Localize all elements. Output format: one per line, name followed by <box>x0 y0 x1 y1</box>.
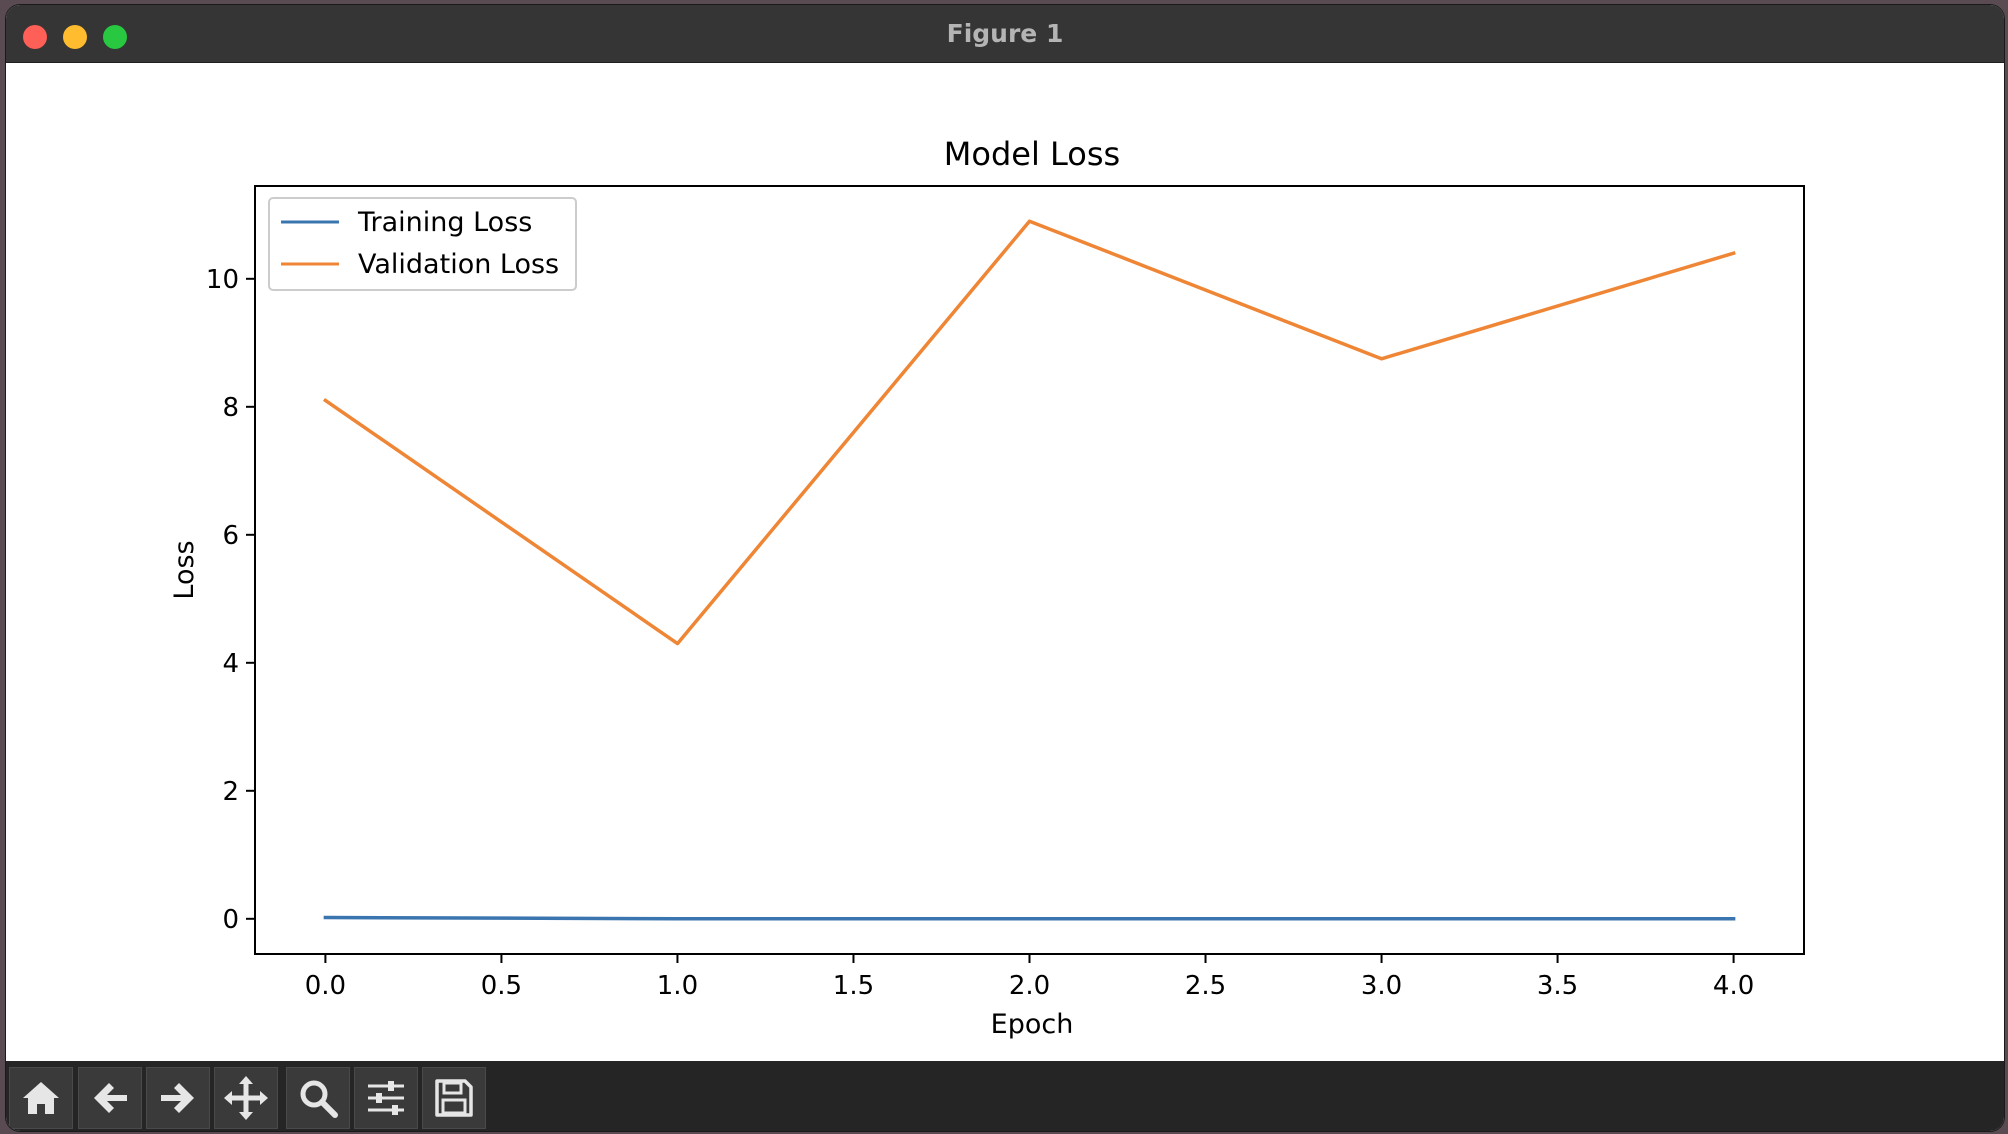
x-tick-label: 1.0 <box>657 971 698 1001</box>
loss-chart: Model Loss 0.0 0.5 1.0 1.5 2.0 2.5 3.0 3.5 4.0 0… <box>169 135 1805 1040</box>
legend: Training Loss Validation Loss <box>268 197 577 291</box>
x-tick-label: 2.5 <box>1185 971 1226 1001</box>
save-button[interactable] <box>422 1067 486 1129</box>
close-window-button[interactable] <box>23 25 47 49</box>
x-axis: 0.0 0.5 1.0 1.5 2.0 2.5 3.0 3.5 4.0 <box>305 954 1754 1001</box>
magnifier-icon <box>300 1080 338 1118</box>
series-lines <box>322 219 1736 921</box>
pan-button[interactable] <box>214 1067 278 1129</box>
x-tick-label: 0.5 <box>481 971 522 1001</box>
series-line-training-loss <box>323 915 1736 921</box>
maximize-window-button[interactable] <box>103 25 127 49</box>
y-tick-label: 10 <box>206 265 239 295</box>
y-tick-label: 2 <box>222 777 239 807</box>
x-tick-label: 2.0 <box>1009 971 1050 1001</box>
legend-label-validation-loss: Validation Loss <box>358 249 559 280</box>
home-icon <box>23 1082 59 1114</box>
home-button[interactable] <box>9 1067 73 1129</box>
y-axis-label: Loss <box>169 540 200 599</box>
configure-subplots-button[interactable] <box>354 1067 418 1129</box>
chart-title: Model Loss <box>944 135 1120 173</box>
navigation-toolbar <box>6 1061 2004 1131</box>
title-bar: Figure 1 <box>6 5 2004 63</box>
series-line-validation-loss <box>322 219 1736 646</box>
y-tick-label: 0 <box>222 905 239 935</box>
x-tick-label: 0.0 <box>305 971 346 1001</box>
legend-box <box>268 197 577 291</box>
arrow-right-icon <box>161 1083 194 1113</box>
forward-button[interactable] <box>146 1067 210 1129</box>
y-tick-label: 4 <box>222 649 239 679</box>
zoom-button[interactable] <box>286 1067 350 1129</box>
x-tick-label: 1.5 <box>833 971 874 1001</box>
x-tick-label: 4.0 <box>1713 971 1754 1001</box>
y-axis: 0 2 4 6 8 10 <box>206 265 255 935</box>
figure-canvas[interactable]: Model Loss 0.0 0.5 1.0 1.5 2.0 2.5 3.0 3.5 4.0 0… <box>6 63 2004 1061</box>
move-icon <box>224 1076 268 1120</box>
x-tick-label: 3.5 <box>1537 971 1578 1001</box>
y-tick-label: 6 <box>222 521 239 551</box>
minimize-window-button[interactable] <box>63 25 87 49</box>
x-tick-label: 3.0 <box>1361 971 1402 1001</box>
x-axis-label: Epoch <box>991 1009 1074 1040</box>
back-button[interactable] <box>78 1067 142 1129</box>
floppy-disk-icon <box>435 1079 473 1117</box>
figure-window: Figure 1 Model Loss 0.0 0.5 1.0 1.5 2.0 2.5 3.… <box>6 5 2004 1131</box>
y-tick-label: 8 <box>222 393 239 423</box>
legend-label-training-loss: Training Loss <box>357 207 532 238</box>
window-title: Figure 1 <box>946 19 1064 48</box>
plot-area <box>254 185 1805 955</box>
sliders-icon <box>368 1081 404 1115</box>
arrow-left-icon <box>94 1083 127 1113</box>
